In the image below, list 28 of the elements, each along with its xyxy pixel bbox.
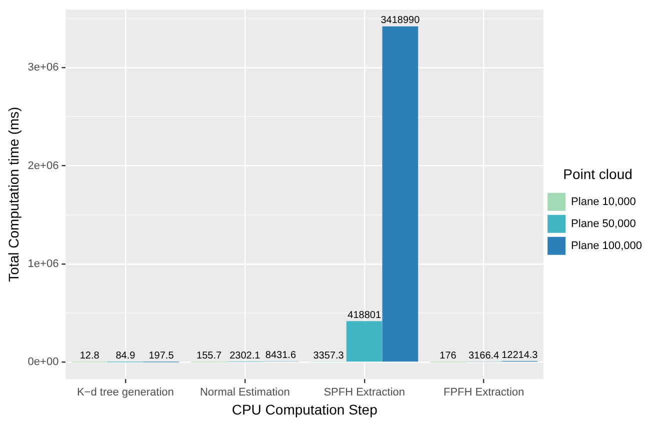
data-label: 2302.1 (230, 350, 261, 362)
data-label: 176 (440, 350, 457, 362)
data-label: 3357.3 (313, 350, 344, 362)
bar (382, 26, 418, 362)
legend-label: Plane 10,000 (571, 196, 636, 208)
data-label: 84.9 (116, 350, 136, 362)
legend-label: Plane 50,000 (571, 218, 636, 230)
data-label: 12214.3 (502, 350, 538, 361)
y-tick-label: 0e+00 (28, 356, 59, 368)
data-label: 155.7 (196, 350, 222, 362)
legend-title: Point cloud (563, 166, 632, 182)
y-tick-label: 2e+06 (28, 160, 59, 172)
x-axis-title: CPU Computation Step (232, 401, 378, 418)
legend-label: Plane 100,000 (571, 240, 642, 252)
x-tick-label: Normal Estimation (200, 386, 290, 399)
x-tick-label: K−d tree generation (76, 386, 174, 399)
data-label: 3418990 (380, 15, 420, 26)
bar (346, 321, 382, 362)
x-tick-label: SPFH Extraction (324, 386, 406, 399)
data-label: 8431.6 (265, 350, 296, 362)
data-label: 418801 (348, 310, 382, 321)
data-label: 12.8 (80, 350, 100, 362)
data-label: 197.5 (148, 350, 174, 362)
data-label: 3166.4 (468, 350, 500, 362)
y-axis-title: Total Computation time (ms) (5, 106, 22, 282)
y-tick-label: 3e+06 (28, 62, 59, 74)
x-tick-label: FPFH Extraction (443, 386, 524, 399)
y-tick-label: 1e+06 (28, 258, 59, 270)
